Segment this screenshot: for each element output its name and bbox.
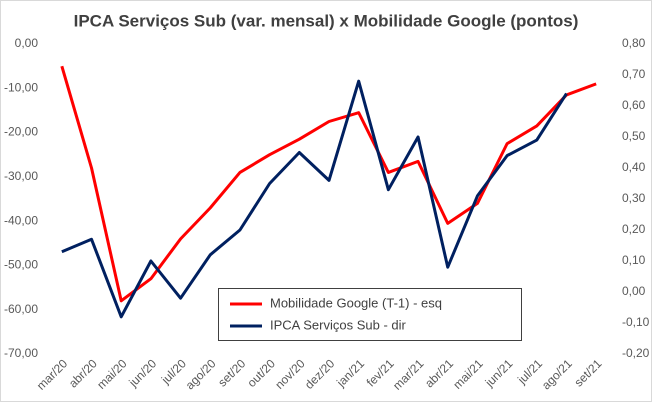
y2-tick-label: -0,20 — [622, 346, 650, 360]
legend-label: IPCA Serviços Sub - dir — [270, 317, 406, 332]
y2-tick-label: 0,50 — [622, 129, 646, 143]
y2-tick-label: 0,40 — [622, 160, 646, 174]
y2-tick-label: 0,20 — [622, 222, 646, 236]
y-tick-label: -10,00 — [4, 80, 38, 94]
series-line — [60, 65, 597, 303]
y2-tick-label: 0,30 — [622, 191, 646, 205]
y2-tick-label: -0,10 — [622, 315, 650, 329]
y2-tick-label: 0,80 — [622, 36, 646, 50]
y-tick-label: -40,00 — [4, 213, 38, 227]
y-tick-label: -20,00 — [4, 125, 38, 139]
series-line — [61, 79, 568, 319]
legend-label: Mobilidade Google (T-1) - esq — [270, 295, 442, 310]
y2-tick-label: 0,60 — [622, 98, 646, 112]
legend-box — [218, 288, 522, 341]
y-tick-label: -30,00 — [4, 169, 38, 183]
y-tick-label: 0,00 — [15, 36, 39, 50]
y-tick-label: -50,00 — [4, 258, 38, 272]
y2-tick-label: 0,70 — [622, 67, 646, 81]
y2-tick-label: 0,00 — [622, 284, 646, 298]
y-tick-label: -70,00 — [4, 346, 38, 360]
y2-tick-label: 0,10 — [622, 253, 646, 267]
chart-title: IPCA Serviços Sub (var. mensal) x Mobili… — [74, 11, 579, 30]
y-tick-label: -60,00 — [4, 302, 38, 316]
